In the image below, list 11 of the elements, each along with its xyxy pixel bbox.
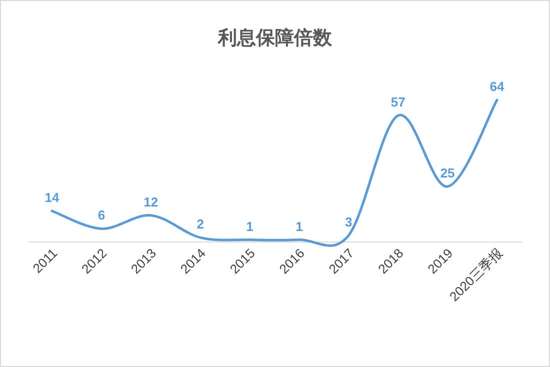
data-label: 14: [44, 190, 60, 205]
data-label: 25: [440, 166, 455, 181]
data-label: 12: [144, 194, 158, 210]
chart-title: 利息保障倍数: [217, 27, 333, 49]
data-label: 3: [345, 214, 352, 230]
data-label: 2: [196, 216, 204, 232]
data-label: 1: [296, 218, 303, 234]
data-label: 6: [98, 208, 106, 223]
data-label: 64: [490, 79, 505, 94]
data-label: 57: [390, 94, 406, 110]
data-label: 1: [246, 218, 254, 234]
